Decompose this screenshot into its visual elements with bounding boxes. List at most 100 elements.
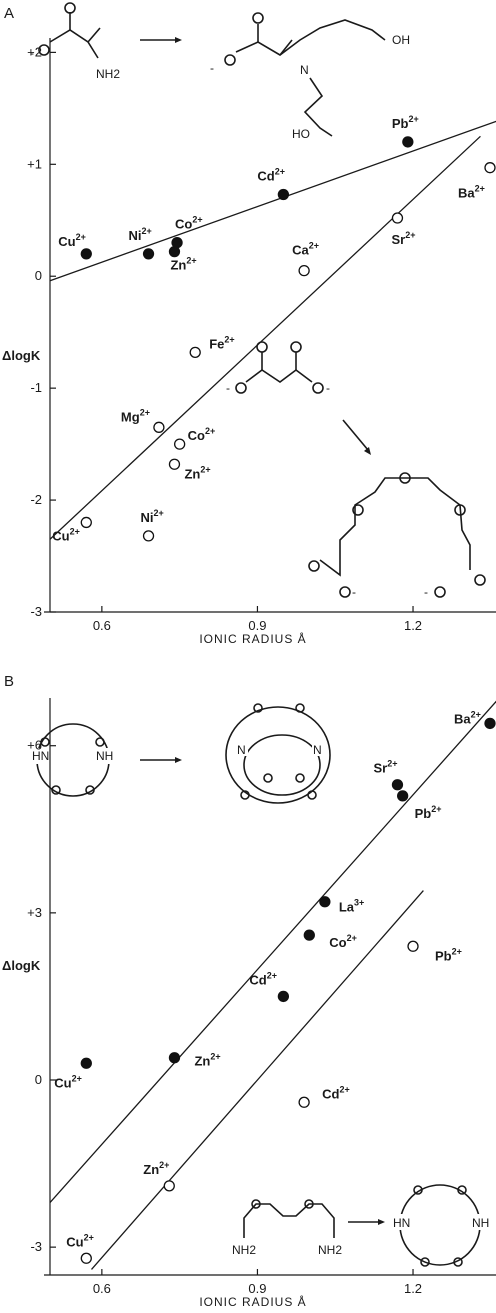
panel-a-mol-ho: HO — [292, 127, 310, 141]
panel-a-reaction-2: - - - - — [226, 341, 486, 599]
y-tick-label: 0 — [35, 268, 42, 283]
point-label: Cd2+ — [249, 970, 277, 987]
svg-text:-: - — [326, 381, 330, 395]
panel-b-mol-nh2-right: NH2 — [318, 1243, 342, 1257]
point-label: Zn2+ — [143, 1160, 169, 1177]
open-point-zn2 — [168, 458, 181, 470]
point-label: Pb2+ — [392, 114, 419, 131]
y-tick-label: +2 — [27, 44, 42, 59]
panel-b-mol-hn: HN — [32, 749, 49, 763]
panel-b-letter: B — [4, 673, 14, 690]
filled-point-ba2 — [484, 717, 496, 730]
panel-b-mol-n-left: N — [237, 743, 246, 757]
open-point-pb2 — [407, 940, 419, 952]
point-label: Zn2+ — [184, 464, 210, 481]
open-point-zn2 — [163, 1180, 175, 1192]
point-label: Zn2+ — [170, 256, 196, 273]
point-label: Mg2+ — [121, 407, 150, 424]
point-label: Cu2+ — [66, 1232, 94, 1249]
filled-point-la3 — [319, 896, 331, 908]
open-point-ca2 — [298, 264, 310, 277]
filled-point-pb2 — [397, 790, 409, 802]
x-tick-label: 0.6 — [93, 1281, 111, 1296]
open-point-fe2 — [189, 346, 201, 358]
y-tick-label: 0 — [35, 1072, 42, 1087]
y-tick-label: +1 — [27, 156, 42, 171]
fit-line — [90, 890, 424, 1270]
point-label: Co2+ — [188, 426, 216, 443]
x-tick-label: 0.9 — [248, 1281, 266, 1296]
point-label: Co2+ — [175, 215, 203, 232]
svg-text:-: - — [30, 46, 34, 60]
filled-point-ni2 — [142, 248, 155, 260]
filled-point-zn2 — [168, 1052, 181, 1064]
panel-b-mol-n-right: N — [313, 743, 322, 757]
svg-text:-: - — [226, 381, 230, 395]
svg-text:-: - — [424, 585, 428, 599]
panel-b-axes: +6 +3 0 -3 0.6 0.9 1.2 IONIC RADIUS Å ΔlogK — [2, 698, 496, 1309]
point-label: Ba2+ — [458, 184, 485, 201]
open-point-ni2 — [142, 530, 155, 542]
filled-point-co2 — [171, 237, 183, 249]
filled-point-cd2 — [277, 990, 290, 1003]
open-point-cu2 — [80, 1252, 92, 1264]
x-tick-label: 1.2 — [404, 1281, 422, 1296]
panel-b-reaction-1: HN NH N N — [30, 703, 331, 804]
point-label: Sr2+ — [391, 230, 415, 247]
x-tick-label: 0.9 — [248, 618, 266, 633]
panel-b-mol-nh-product: NH — [472, 1216, 489, 1230]
open-point-ba2 — [484, 162, 496, 174]
point-label: Sr2+ — [373, 759, 397, 776]
x-axis-title: IONIC RADIUS Å — [199, 631, 306, 646]
fit-line — [49, 120, 496, 282]
fit-line — [49, 135, 481, 540]
panel-a-mol-nh2: NH2 — [96, 67, 120, 81]
point-label: Cd2+ — [257, 167, 285, 184]
panel-a-points: Cu2+ Ni2+ Zn2+ Co2+ Cd2+ Pb2+ Cu2+ Ni2+ Zn2+ Co2+… — [52, 114, 496, 543]
panel-a-mol-n: N — [300, 63, 309, 77]
open-point-mg2 — [153, 421, 165, 433]
point-label: La3+ — [339, 898, 364, 915]
fit-line — [49, 700, 496, 1204]
panel-a-axes: +2 +1 0 -1 -2 -3 0.6 0.9 1.2 IONIC RADIUS Å ΔlogK — [2, 38, 496, 646]
panel-a: A - NH2 - N OH HO — [2, 2, 496, 646]
y-axis-label: ΔlogK — [2, 958, 41, 973]
svg-text:-: - — [352, 585, 356, 599]
open-point-cd2 — [298, 1096, 310, 1108]
y-tick-label: +6 — [27, 738, 42, 753]
svg-text:-: - — [210, 61, 214, 75]
point-label: Co2+ — [329, 933, 357, 950]
point-label: Pb2+ — [415, 804, 442, 821]
filled-point-co2 — [303, 929, 315, 941]
x-axis-title: IONIC RADIUS Å — [199, 1294, 306, 1309]
point-label: Pb2+ — [435, 946, 462, 963]
panel-b-reaction-2: NH2 NH2 HN NH — [232, 1184, 492, 1267]
panel-b-mol-nh: NH — [96, 749, 113, 763]
panel-b-mol-hn-product: HN — [393, 1216, 410, 1230]
x-tick-label: 1.2 — [404, 618, 422, 633]
y-axis-label: ΔlogK — [2, 348, 41, 363]
point-label: Cd2+ — [322, 1084, 350, 1101]
panel-b-mol-nh2-left: NH2 — [232, 1243, 256, 1257]
panel-a-letter: A — [4, 5, 14, 22]
panel-b: B HN NH N N — [2, 673, 496, 1309]
point-label: Zn2+ — [194, 1052, 220, 1069]
point-label: Cu2+ — [58, 232, 86, 249]
point-label: Ni2+ — [141, 508, 164, 525]
panel-b-points: Cu2+ Zn2+ Cd2+ Co2+ La3+ Pb2+ Sr2+ Ba2+ Cu2+ Zn2+… — [54, 709, 496, 1264]
panel-a-fit-lines — [49, 120, 496, 540]
open-point-sr2 — [391, 212, 404, 224]
point-label: Ba2+ — [454, 709, 481, 726]
panel-a-mol-oh: OH — [392, 33, 410, 47]
y-tick-label: -2 — [30, 492, 42, 507]
point-label: Ni2+ — [129, 226, 152, 243]
y-tick-label: +3 — [27, 905, 42, 920]
filled-point-sr2 — [391, 779, 404, 791]
point-label: Ca2+ — [292, 241, 319, 258]
y-tick-label: -3 — [30, 604, 42, 619]
open-point-co2 — [174, 438, 186, 450]
filled-point-cu2 — [80, 248, 92, 260]
open-point-cu2 — [80, 516, 92, 529]
panel-a-reaction-1: - NH2 - N OH HO — [30, 2, 410, 141]
